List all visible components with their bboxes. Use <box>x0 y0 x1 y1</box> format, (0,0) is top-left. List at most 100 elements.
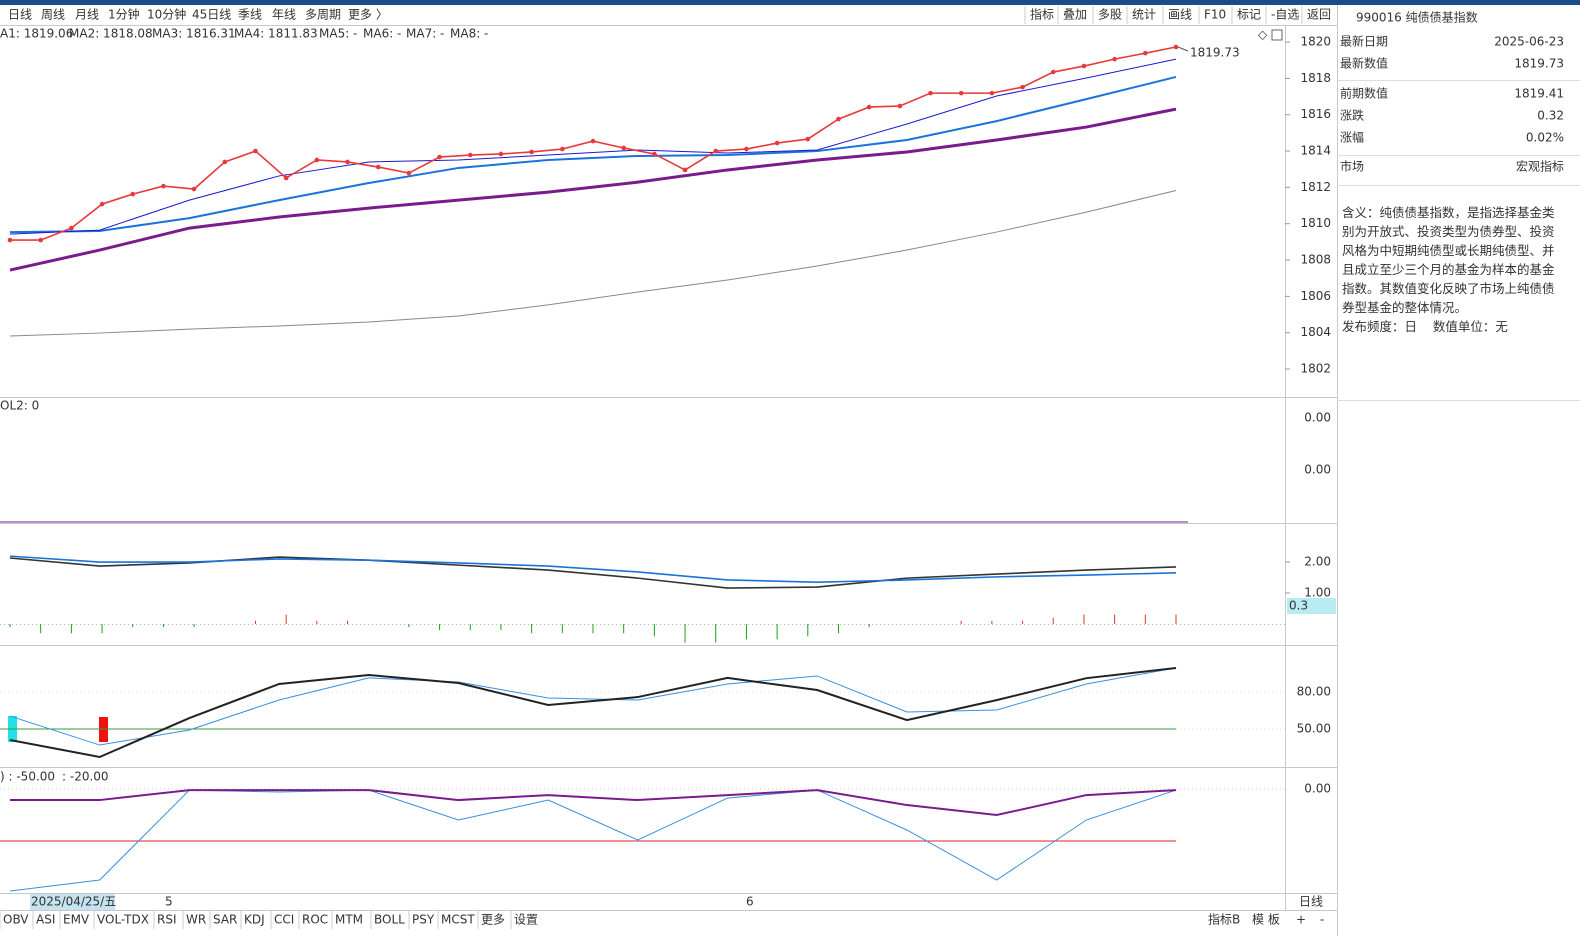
line <box>10 46 1177 241</box>
tab-right[interactable]: + <box>1296 913 1306 927</box>
line <box>9 75 1177 234</box>
y-tick-label: 1820 <box>1300 35 1331 49</box>
close-point <box>1020 84 1025 90</box>
indicator-tab[interactable]: ASI <box>36 913 55 927</box>
close-point <box>467 152 473 158</box>
indicator-tab[interactable]: ROC <box>302 913 328 927</box>
close-point <box>283 175 289 181</box>
tab-right[interactable]: 模 板 <box>1252 913 1280 927</box>
period-tab[interactable]: 年线 <box>272 8 296 22</box>
close-point <box>989 90 995 96</box>
icon[interactable] <box>1271 29 1283 41</box>
y-tick-label: 1.00 <box>1304 585 1331 599</box>
close-point <box>836 116 841 122</box>
y-tick-label: 1816 <box>1300 107 1331 121</box>
indicator-tab[interactable]: BOLL <box>374 913 405 927</box>
close-point <box>406 170 412 176</box>
close-point <box>652 151 657 157</box>
indicator-tab[interactable]: SAR <box>213 913 237 927</box>
close-point <box>345 159 350 165</box>
close-point <box>253 148 258 154</box>
line <box>9 666 1177 759</box>
close-point <box>774 140 780 146</box>
period-tab[interactable]: 日线 <box>8 8 32 22</box>
tool-button[interactable]: -自选 <box>1271 8 1299 22</box>
y-tick-label: 1806 <box>1300 289 1331 303</box>
period-tab[interactable]: 45日线 <box>192 8 231 22</box>
close-point <box>928 90 933 96</box>
info-value: 1819.73 <box>1514 57 1564 71</box>
tool-button[interactable]: 返回 <box>1307 8 1331 22</box>
legend-item: MA4: 1811.83 <box>234 27 318 41</box>
indicator-tab[interactable]: VOL-TDX <box>97 913 149 927</box>
tab-right[interactable]: 指标B <box>1208 912 1240 927</box>
y-tick-label: 0.00 <box>1304 463 1331 477</box>
period-tab[interactable]: 10分钟 <box>147 7 186 22</box>
date-label: 2025/04/25/五 <box>31 895 116 909</box>
indicator-tab[interactable]: WR <box>186 913 206 927</box>
icon[interactable]: ◇ <box>1258 28 1268 42</box>
legend-item: MA3: 1816.31 <box>152 27 236 41</box>
date-label: 5 <box>165 895 173 909</box>
indicator-tab[interactable]: CCI <box>274 913 294 927</box>
y-tick-label: 1810 <box>1300 216 1331 230</box>
close-point <box>529 149 534 155</box>
tool-button[interactable]: 多股 <box>1098 8 1122 22</box>
tool-button[interactable]: 指标 <box>1030 7 1054 22</box>
y-tick-label: 0.00 <box>1304 411 1331 425</box>
period-tab[interactable]: 周线 <box>41 8 65 22</box>
indicator-tab[interactable]: MTM <box>335 913 363 927</box>
close-point <box>222 159 228 165</box>
period-tab[interactable]: 1分钟 <box>108 7 140 22</box>
top-bar <box>0 0 1580 5</box>
indicator-tab[interactable]: OBV <box>3 913 29 927</box>
wr-legend: : -20.00 <box>62 770 109 784</box>
close-point <box>805 136 811 142</box>
indicator-tab[interactable]: 更多 <box>481 913 505 927</box>
close-point <box>191 186 197 192</box>
close-point <box>1143 50 1148 56</box>
indicator-tab[interactable]: EMV <box>63 913 90 927</box>
info-label: 最新数值 <box>1340 56 1388 71</box>
close-point <box>375 164 381 170</box>
close-point <box>99 201 105 207</box>
period-tab[interactable]: 月线 <box>75 8 99 22</box>
tool-button[interactable]: 画线 <box>1168 8 1192 22</box>
indicator-tab[interactable]: PSY <box>412 913 435 927</box>
line <box>9 555 1177 583</box>
close-point <box>130 191 136 197</box>
label-box <box>1287 598 1336 614</box>
tool-button[interactable]: 标记 <box>1237 8 1261 22</box>
period-tab[interactable]: 多周期 <box>305 8 341 22</box>
close-point <box>498 151 504 157</box>
tab-right[interactable]: - <box>1320 913 1324 927</box>
y-tick-label: 1802 <box>1300 362 1331 376</box>
y-tick-label: 1812 <box>1300 180 1331 194</box>
description: 含义：纯债债基指数，是指选择基金类别为开放式、投资类型为债券型、投资风格为中短期… <box>1342 205 1555 315</box>
info-label: 涨跌 <box>1340 108 1364 123</box>
y-tick-label: 1818 <box>1300 71 1331 85</box>
last-value: 1819.73 <box>1190 45 1240 59</box>
period-tab[interactable]: 季线 <box>238 8 262 22</box>
tool-button[interactable]: F10 <box>1204 8 1226 22</box>
tool-button[interactable]: 统计 <box>1132 8 1156 22</box>
line <box>9 667 1177 746</box>
close-point <box>897 103 903 109</box>
info-label: 最新日期 <box>1340 34 1388 49</box>
close-point <box>560 146 565 152</box>
info-label: 市场 <box>1340 159 1364 174</box>
frequency-text: 发布频度：日 <box>1342 319 1418 334</box>
indicator-tab[interactable]: RSI <box>157 913 177 927</box>
indicator-tab[interactable]: MCST <box>441 913 475 927</box>
tool-button[interactable]: 叠加 <box>1063 8 1087 22</box>
close-point <box>866 104 872 110</box>
close-point <box>1112 56 1117 62</box>
info-value: 0.32 <box>1537 109 1564 123</box>
info-value: 2025-06-23 <box>1494 35 1564 49</box>
y-tick-label: 50.00 <box>1297 722 1331 736</box>
close-point <box>7 237 13 243</box>
period-tab[interactable]: 更多 〉 <box>348 8 388 22</box>
indicator-tab[interactable]: 设置 <box>514 913 538 927</box>
indicator-tab[interactable]: KDJ <box>244 913 265 927</box>
